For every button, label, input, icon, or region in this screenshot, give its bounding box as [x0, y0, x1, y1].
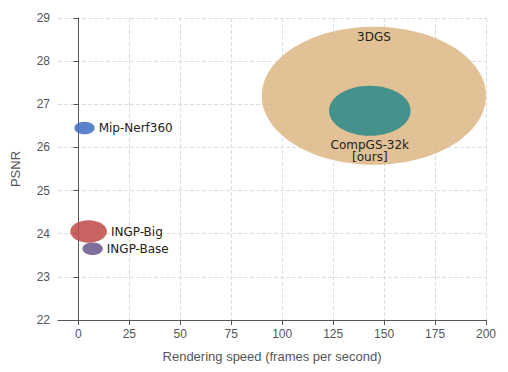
- svg-text:100: 100: [272, 327, 292, 341]
- svg-text:CompGS-32k: CompGS-32k: [330, 137, 410, 152]
- svg-text:INGP-Big: INGP-Big: [111, 225, 163, 239]
- svg-text:0: 0: [75, 327, 82, 341]
- svg-text:22: 22: [37, 313, 51, 327]
- svg-text:28: 28: [37, 54, 51, 68]
- svg-text:25: 25: [37, 184, 51, 198]
- svg-text:29: 29: [37, 11, 51, 25]
- svg-text:50: 50: [174, 327, 188, 341]
- svg-text:26: 26: [37, 140, 51, 154]
- svg-text:200: 200: [476, 327, 496, 341]
- svg-text:Rendering speed (frames per se: Rendering speed (frames per second): [163, 349, 382, 364]
- svg-text:175: 175: [425, 327, 445, 341]
- svg-text:INGP-Base: INGP-Base: [107, 242, 169, 256]
- svg-text:25: 25: [123, 327, 137, 341]
- svg-text:150: 150: [374, 327, 394, 341]
- svg-text:[ours]: [ours]: [352, 150, 388, 164]
- svg-text:24: 24: [37, 227, 51, 241]
- svg-text:23: 23: [37, 270, 51, 284]
- svg-text:PSNR: PSNR: [8, 151, 23, 187]
- svg-text:27: 27: [37, 97, 51, 111]
- svg-text:125: 125: [323, 327, 343, 341]
- svg-text:75: 75: [225, 327, 239, 341]
- svg-text:Mip-Nerf360: Mip-Nerf360: [99, 121, 173, 135]
- svg-text:3DGS: 3DGS: [357, 30, 391, 44]
